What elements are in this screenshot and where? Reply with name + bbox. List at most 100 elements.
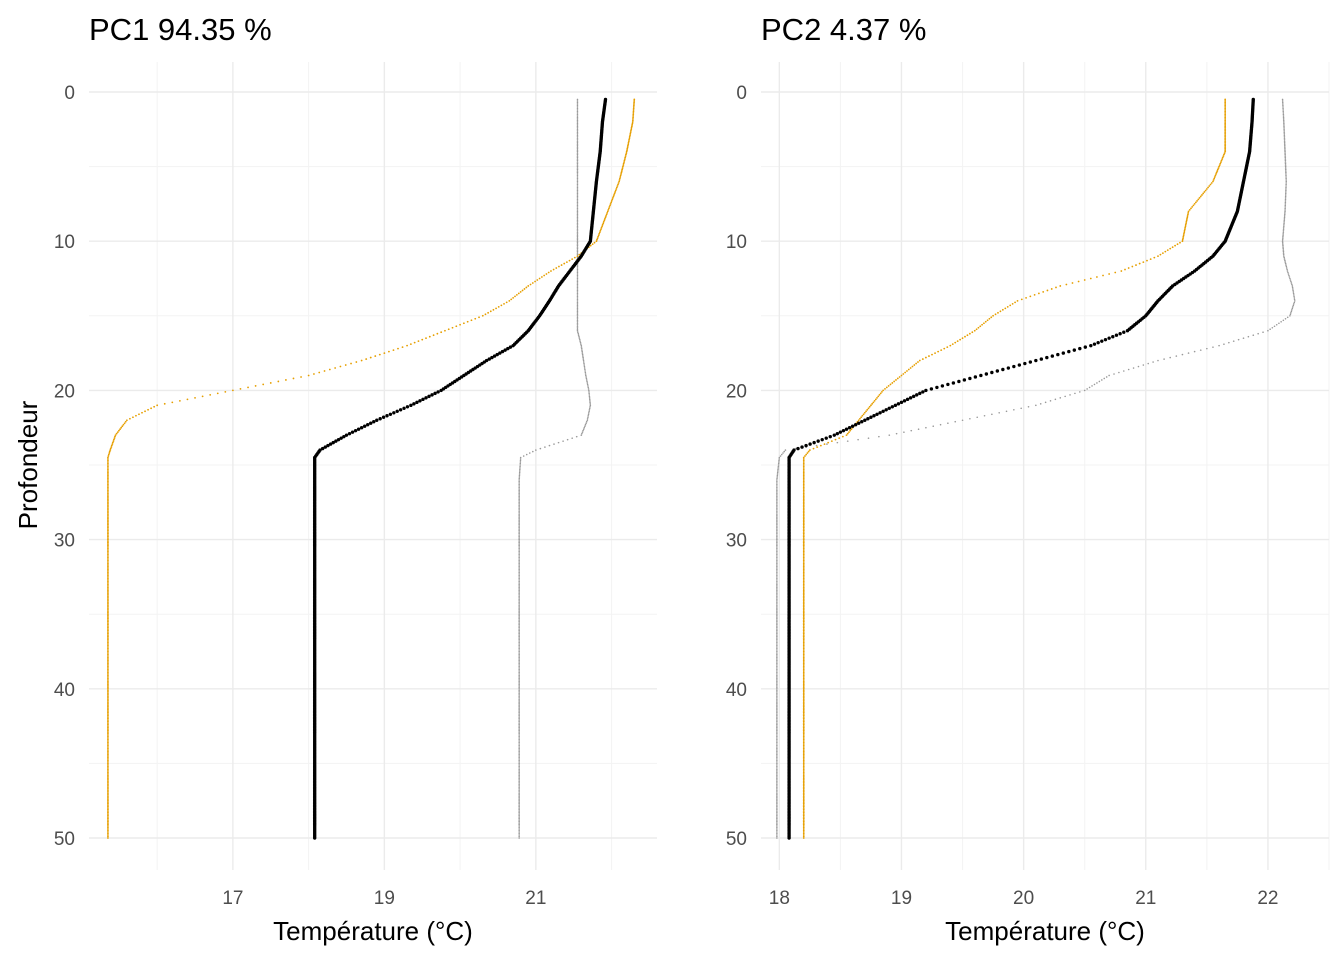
data-point [326, 443, 330, 448]
data-point [576, 297, 579, 299]
data-point [1069, 394, 1071, 396]
data-point [518, 740, 520, 742]
data-point [576, 303, 579, 305]
data-point [776, 667, 778, 669]
data-point [107, 796, 109, 799]
data-point [518, 673, 520, 675]
data-point [802, 499, 805, 502]
data-point [1122, 370, 1125, 372]
data-point [776, 564, 778, 566]
data-point [1224, 140, 1227, 143]
data-point [360, 359, 363, 362]
data-point [871, 402, 874, 405]
data-point [518, 816, 520, 818]
data-point [1282, 253, 1285, 256]
data-point [107, 737, 109, 739]
data-point [776, 829, 778, 832]
data-point [1219, 162, 1222, 165]
data-point [776, 579, 778, 581]
data-point [802, 616, 805, 619]
data-point [107, 465, 109, 468]
data-point [802, 831, 805, 833]
data-point [518, 668, 520, 671]
data-point [802, 837, 805, 839]
data-point [1216, 168, 1219, 171]
data-point [802, 517, 805, 520]
data-point [107, 710, 109, 713]
data-point [802, 784, 805, 787]
data-point [576, 319, 579, 322]
data-point [1157, 255, 1159, 258]
data-point [802, 699, 805, 702]
data-point [1291, 285, 1294, 287]
data-point [776, 822, 778, 824]
data-point [802, 762, 805, 765]
data-point [802, 790, 805, 793]
data-point [802, 781, 805, 784]
data-point [141, 411, 143, 414]
data-point [609, 204, 611, 207]
data-point [440, 331, 443, 334]
data-point [1100, 339, 1104, 343]
data-point [1282, 244, 1284, 247]
data-point [518, 656, 520, 659]
data-point [518, 755, 520, 757]
data-point [802, 805, 805, 808]
data-point [518, 820, 520, 823]
data-point [802, 614, 805, 617]
data-point [802, 526, 805, 529]
data-point [580, 343, 582, 345]
data-point [776, 759, 778, 762]
data-point [1224, 106, 1227, 108]
data-point [582, 428, 585, 430]
data-point [1285, 182, 1287, 184]
data-point [402, 406, 406, 410]
data-point [924, 388, 928, 393]
data-point [135, 414, 137, 417]
data-point [518, 488, 520, 490]
data-point [518, 497, 520, 499]
data-point [834, 438, 837, 441]
data-point [802, 761, 805, 763]
data-point [586, 380, 588, 383]
data-point [107, 698, 109, 701]
data-point [990, 370, 994, 375]
data-point [107, 573, 109, 575]
data-point [1289, 313, 1292, 316]
data-point [576, 207, 579, 210]
data-point [776, 635, 778, 638]
data-point [975, 328, 978, 331]
data-point [466, 320, 469, 323]
data-point [1224, 149, 1227, 152]
data-point [582, 358, 585, 360]
data-point [576, 229, 579, 232]
data-point [802, 596, 805, 599]
y-tick-label: 0 [64, 83, 75, 104]
data-point [107, 496, 109, 499]
data-point [107, 798, 109, 801]
data-point [802, 692, 805, 695]
data-point [776, 750, 778, 753]
data-point [518, 474, 521, 477]
data-point [776, 511, 778, 514]
data-point [802, 583, 805, 586]
data-point [518, 511, 520, 514]
data-point [844, 427, 849, 431]
data-point [518, 532, 520, 535]
data-point [776, 771, 778, 774]
data-point [776, 659, 778, 662]
data-point [518, 646, 520, 648]
data-point [998, 411, 1000, 414]
data-point [1283, 132, 1286, 135]
data-point [107, 519, 109, 522]
data-point [776, 486, 778, 489]
data-point [1285, 177, 1287, 180]
data-point [830, 440, 833, 443]
data-point [1281, 98, 1284, 101]
data-point [518, 664, 520, 666]
data-point [576, 213, 579, 216]
data-point [802, 593, 805, 596]
data-point [776, 644, 778, 647]
data-point [576, 129, 579, 132]
data-point [1282, 109, 1284, 111]
